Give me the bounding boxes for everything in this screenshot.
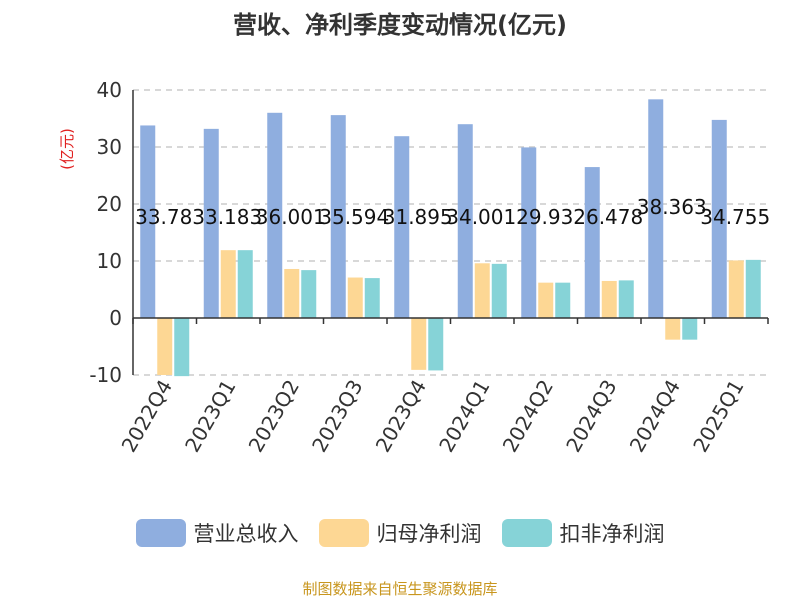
data-label: 36.001 bbox=[256, 205, 326, 229]
x-tick-label: 2023Q2 bbox=[244, 376, 304, 457]
x-tick-label: 2022Q4 bbox=[117, 376, 177, 457]
bar-deducted-profit bbox=[237, 250, 253, 318]
legend-label-net-profit: 归母净利润 bbox=[376, 522, 482, 546]
bar-deducted-profit bbox=[428, 318, 444, 371]
bar-revenue bbox=[584, 167, 600, 318]
bar-net-profit bbox=[538, 282, 554, 318]
data-label: 33.183 bbox=[192, 205, 262, 229]
bar-net-profit bbox=[411, 318, 427, 370]
data-label: 31.895 bbox=[383, 205, 453, 229]
legend-swatch-revenue bbox=[135, 519, 186, 547]
data-label: 35.594 bbox=[319, 205, 389, 229]
bar-net-profit bbox=[728, 260, 744, 318]
data-label: 34.001 bbox=[446, 205, 516, 229]
x-tick-label: 2024Q4 bbox=[625, 376, 685, 457]
bar-revenue bbox=[140, 125, 156, 318]
y-tick-label: -10 bbox=[89, 363, 122, 387]
data-label: 33.78 bbox=[135, 205, 192, 229]
legend: 营业总收入 归母净利润 扣非净利润 bbox=[0, 518, 800, 548]
bar-net-profit bbox=[665, 318, 681, 340]
bar-revenue bbox=[711, 119, 727, 318]
x-tick-label: 2023Q1 bbox=[180, 376, 240, 457]
legend-swatch-deducted-profit bbox=[501, 519, 552, 547]
bar-deducted-profit bbox=[618, 280, 634, 318]
legend-item-net-profit[interactable]: 归母净利润 bbox=[318, 518, 482, 548]
y-tick-label: 0 bbox=[109, 306, 122, 330]
bar-net-profit bbox=[474, 263, 490, 318]
bar-revenue bbox=[648, 99, 664, 318]
bar-deducted-profit bbox=[682, 318, 698, 340]
legend-label-deducted-profit: 扣非净利润 bbox=[559, 522, 665, 546]
bar-deducted-profit bbox=[174, 318, 190, 377]
x-tick-label: 2023Q4 bbox=[371, 376, 431, 457]
bar-deducted-profit bbox=[301, 270, 317, 318]
y-tick-label: 30 bbox=[97, 135, 122, 159]
data-label: 34.755 bbox=[700, 205, 770, 229]
bar-revenue bbox=[267, 112, 283, 318]
x-tick-label: 2023Q3 bbox=[307, 376, 367, 457]
legend-label-revenue: 营业总收入 bbox=[193, 522, 299, 546]
legend-swatch-net-profit bbox=[318, 519, 369, 547]
x-tick-label: 2025Q1 bbox=[688, 376, 748, 457]
y-tick-label: 40 bbox=[97, 78, 122, 102]
bar-revenue bbox=[521, 147, 537, 318]
bar-net-profit bbox=[601, 280, 617, 318]
chart-title: 营收、净利季度变动情况(亿元) bbox=[233, 11, 567, 39]
legend-item-revenue[interactable]: 营业总收入 bbox=[135, 518, 299, 548]
bar-chart: -10 0 10 20 30 40 (亿元) 2022Q4 2023Q1 2023Q2 2023Q3… bbox=[58, 78, 770, 457]
bar-deducted-profit bbox=[491, 263, 507, 318]
x-tick-label: 2024Q3 bbox=[561, 376, 621, 457]
x-tick-label: 2024Q2 bbox=[498, 376, 558, 457]
bar-deducted-profit bbox=[745, 259, 761, 318]
bar-net-profit bbox=[220, 250, 236, 318]
bar-net-profit bbox=[284, 268, 300, 318]
bar-deducted-profit bbox=[555, 282, 571, 318]
bar-revenue bbox=[330, 115, 346, 318]
bar-revenue bbox=[203, 128, 219, 318]
data-label: 38.363 bbox=[637, 195, 707, 219]
bar-net-profit bbox=[157, 318, 173, 375]
y-tick-label: 20 bbox=[97, 192, 122, 216]
bar-revenue bbox=[457, 124, 473, 318]
data-label: 29.93 bbox=[516, 205, 573, 229]
x-tick-label: 2024Q1 bbox=[434, 376, 494, 457]
bar-deducted-profit bbox=[364, 278, 380, 318]
bar-revenue bbox=[394, 136, 410, 318]
legend-item-deducted-profit[interactable]: 扣非净利润 bbox=[501, 518, 665, 548]
data-label: 26.478 bbox=[573, 205, 643, 229]
y-tick-label: 10 bbox=[97, 249, 122, 273]
y-axis-unit-label: (亿元) bbox=[58, 128, 76, 170]
source-note: 制图数据来自恒生聚源数据库 bbox=[302, 580, 498, 598]
bar-net-profit bbox=[347, 277, 363, 318]
